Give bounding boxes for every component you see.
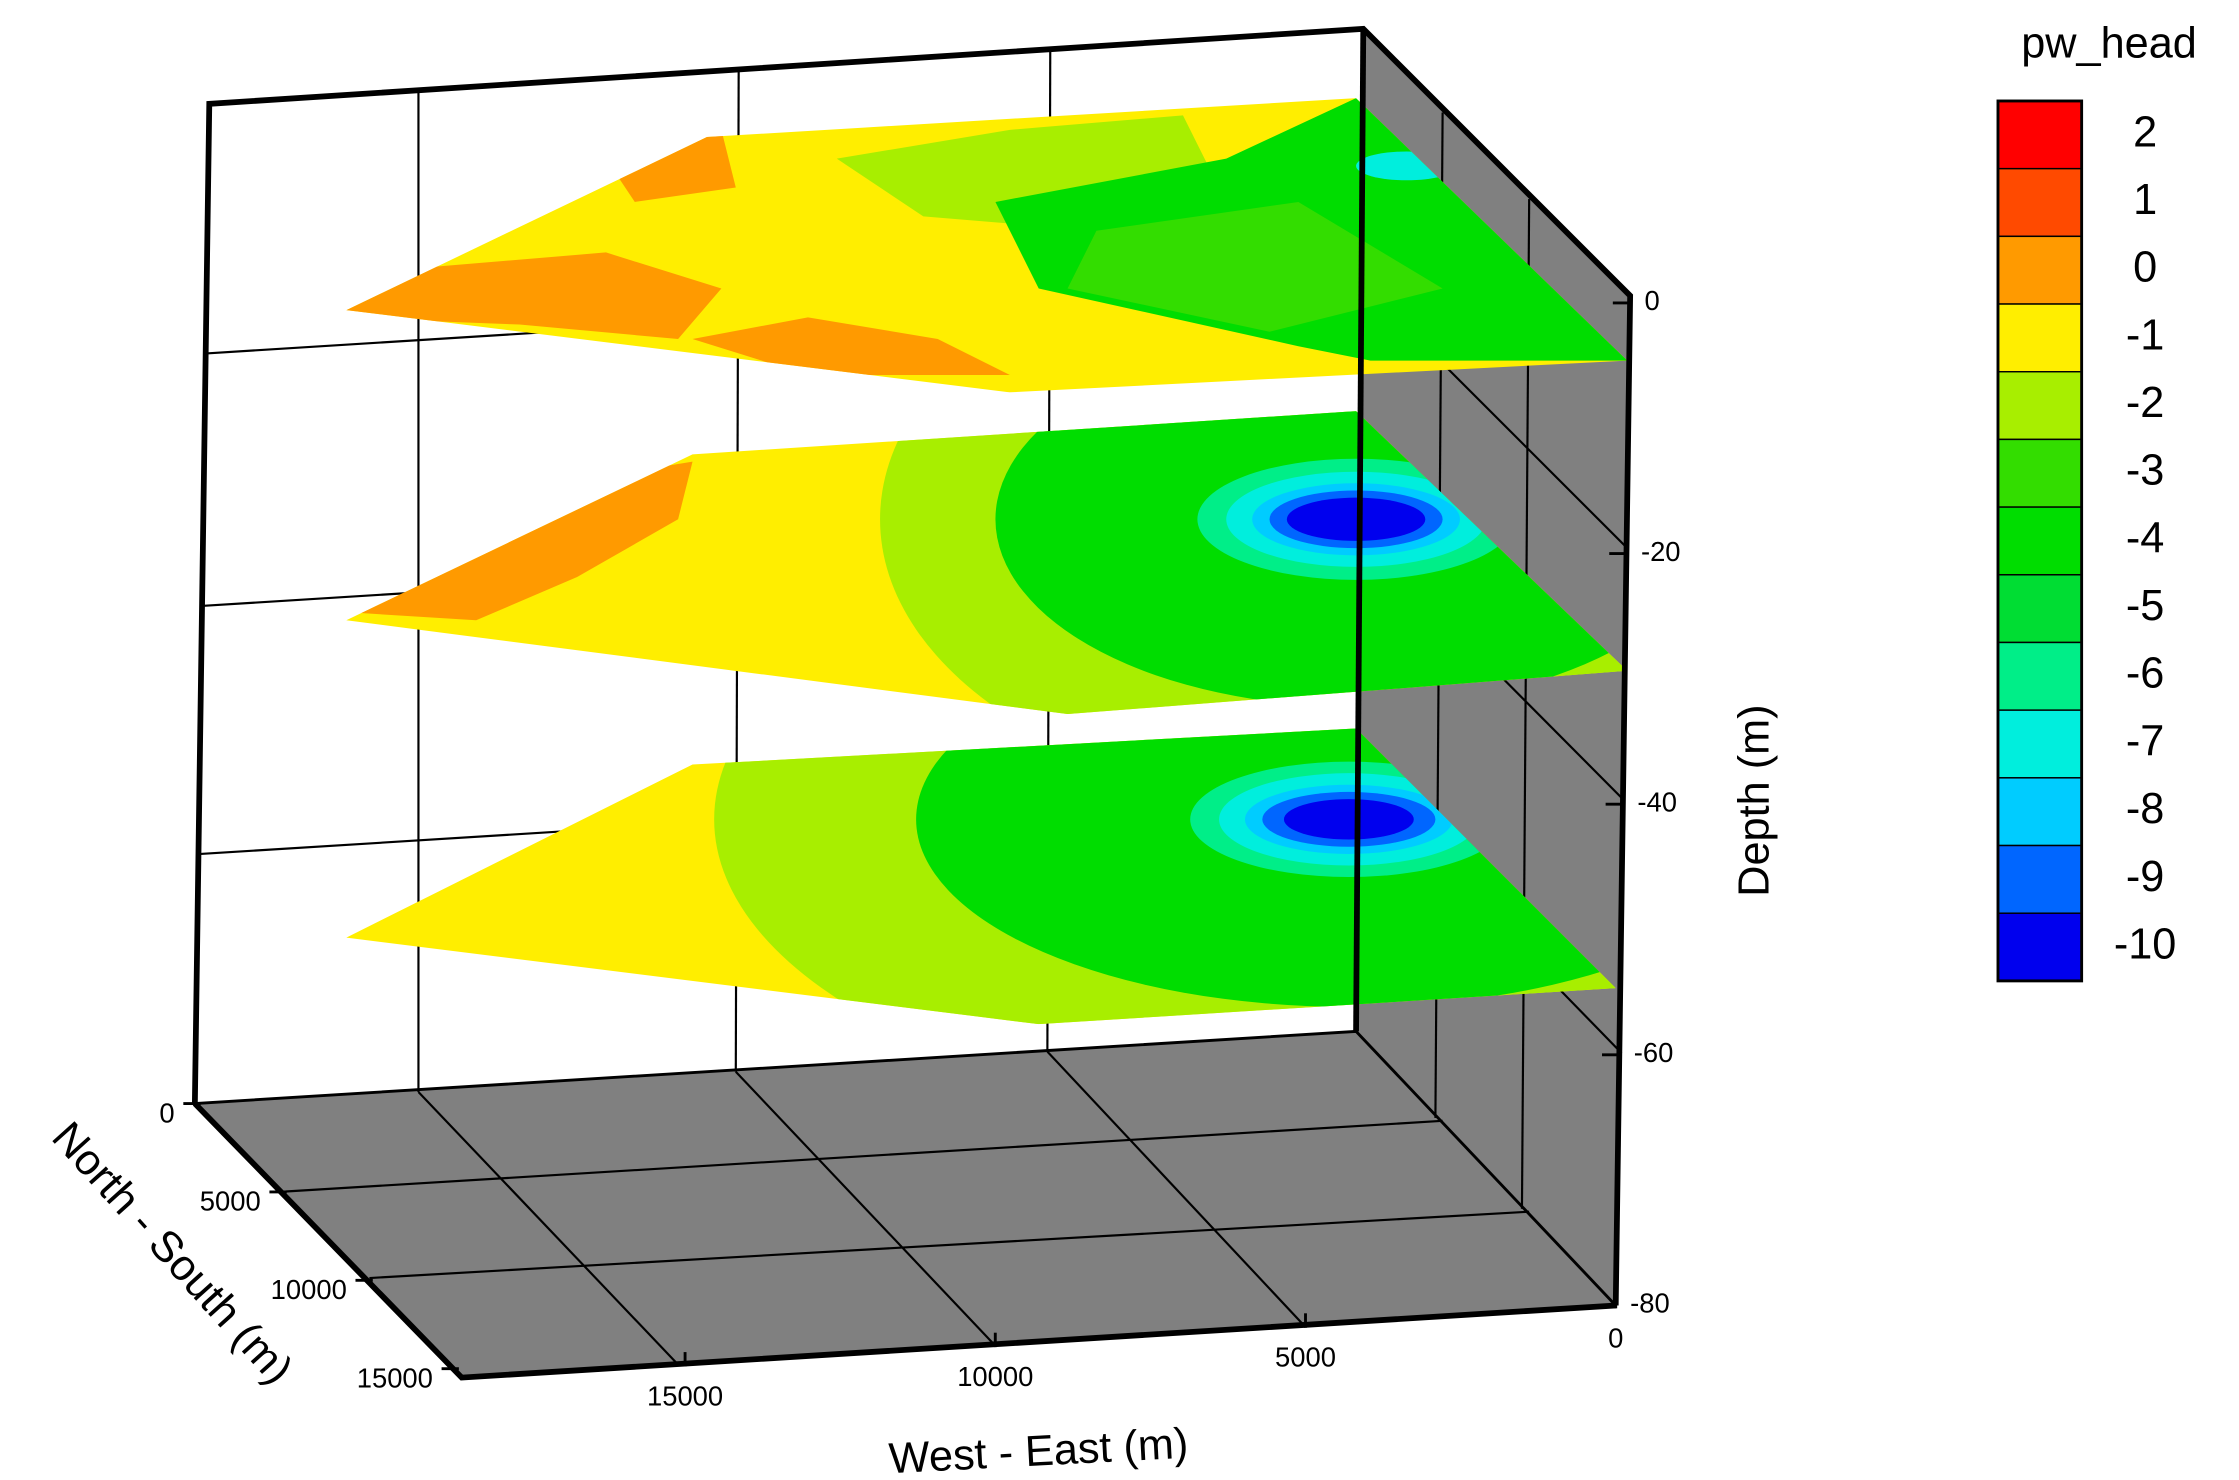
y-tick-label: 0 xyxy=(159,1097,174,1128)
colorbar-label: -7 xyxy=(2126,717,2164,765)
region xyxy=(346,252,722,339)
colorbar-label: 0 xyxy=(2133,244,2157,292)
colorbar-label: -9 xyxy=(2126,853,2164,901)
colorbar-label: -3 xyxy=(2126,447,2164,495)
edge xyxy=(1353,28,1367,1032)
colorbar-box xyxy=(1997,912,2083,982)
y-tick-label: 10000 xyxy=(271,1274,347,1305)
x-axis-label: West - East (m) xyxy=(888,1420,1190,1480)
colorbar-label: -8 xyxy=(2126,785,2164,833)
floor xyxy=(194,1031,1616,1378)
z-tick-label: 0 xyxy=(1645,285,1660,316)
colorbar-label: -10 xyxy=(2114,920,2177,968)
slice xyxy=(346,98,1628,393)
colorbar-label: -1 xyxy=(2126,311,2164,359)
region xyxy=(605,129,736,202)
slices xyxy=(346,98,1628,1025)
colorbar-label: -6 xyxy=(2126,650,2164,698)
colorbar-label: -2 xyxy=(2126,379,2164,427)
z-tick-label: -20 xyxy=(1641,536,1681,567)
colorbar-box xyxy=(1997,506,2083,576)
edge xyxy=(192,1101,1616,1381)
colorbar-label: 1 xyxy=(2133,176,2157,224)
grid-line xyxy=(285,1119,1443,1193)
region xyxy=(1067,201,1443,332)
colorbar-label: -4 xyxy=(2126,514,2164,562)
colorbar-label: 2 xyxy=(2133,108,2157,156)
z-tick-label: -40 xyxy=(1637,786,1677,817)
y-tick-label: 5000 xyxy=(200,1186,261,1217)
colorbar-box xyxy=(1997,100,2083,170)
colorbar-label: -5 xyxy=(2126,582,2164,630)
z-axis-label: Depth (m) xyxy=(1731,704,1779,896)
x-tick-label: 5000 xyxy=(1275,1342,1336,1373)
colorbar-box xyxy=(1997,574,2083,644)
x-tick-label: 10000 xyxy=(957,1361,1033,1392)
colorbar-box xyxy=(1997,370,2083,441)
colorbar-box xyxy=(1997,844,2083,914)
z-tick-label: -80 xyxy=(1630,1288,1670,1319)
grid-line xyxy=(369,1210,1530,1280)
y-tick-label: 15000 xyxy=(357,1363,433,1394)
colorbar-box xyxy=(1997,438,2083,508)
x-tick-label: 0 xyxy=(1608,1322,1623,1353)
grid-line xyxy=(735,1071,997,1347)
region xyxy=(1283,799,1414,840)
colorbar-box xyxy=(1997,167,2083,238)
colorbar-frame xyxy=(1996,99,2084,983)
region xyxy=(1286,497,1426,541)
colorbar-box xyxy=(1997,641,2083,711)
region xyxy=(360,461,693,621)
x-tick-label: 15000 xyxy=(647,1380,723,1411)
grid-line xyxy=(1520,199,1531,1209)
colorbar-box xyxy=(1997,235,2083,305)
region xyxy=(692,317,1010,376)
colorbar-box xyxy=(1997,709,2083,779)
grid-line xyxy=(417,1091,679,1366)
colorbar-box xyxy=(1997,303,2083,373)
z-tick-label: -60 xyxy=(1634,1037,1674,1068)
colorbar-box xyxy=(1997,777,2083,847)
grid-line xyxy=(1046,1050,1307,1328)
edge xyxy=(194,1029,1617,1307)
colorbar-title: pw_head xyxy=(2021,20,2197,68)
